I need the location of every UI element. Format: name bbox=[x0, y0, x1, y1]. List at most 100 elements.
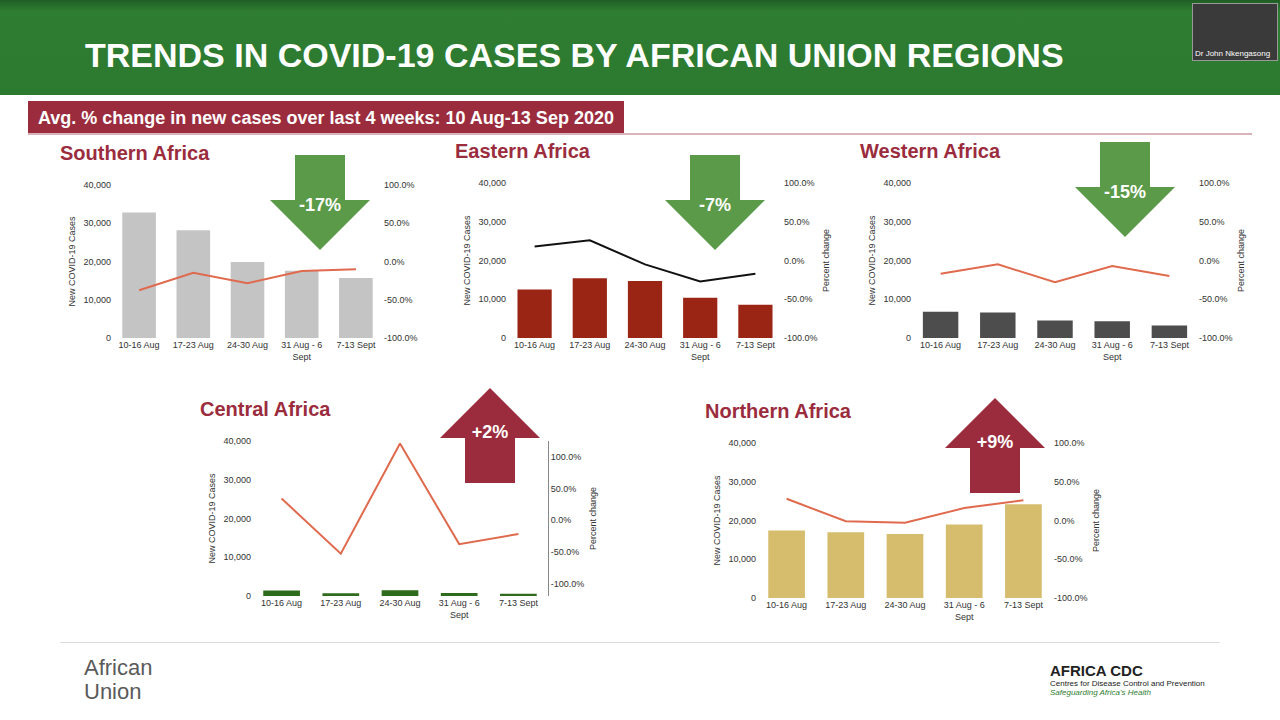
svg-text:10,000: 10,000 bbox=[883, 294, 911, 304]
svg-text:-17%: -17% bbox=[299, 195, 341, 215]
svg-text:0.0%: 0.0% bbox=[384, 257, 405, 267]
svg-text:0: 0 bbox=[106, 333, 111, 343]
svg-text:-50.0%: -50.0% bbox=[384, 295, 413, 305]
svg-text:Percent change: Percent change bbox=[821, 229, 831, 292]
svg-text:10,000: 10,000 bbox=[728, 554, 756, 564]
svg-text:100.0%: 100.0% bbox=[1054, 438, 1085, 448]
svg-text:New COVID-19 Cases: New COVID-19 Cases bbox=[462, 215, 472, 306]
svg-text:0.0%: 0.0% bbox=[1199, 256, 1220, 266]
svg-text:30,000: 30,000 bbox=[478, 217, 506, 227]
svg-text:-15%: -15% bbox=[1104, 182, 1146, 202]
html-text:African Union: African Union bbox=[84, 655, 153, 704]
svg-text:0: 0 bbox=[501, 333, 506, 343]
svg-text:0: 0 bbox=[906, 333, 911, 343]
svg-text:7-13 Sept: 7-13 Sept bbox=[499, 598, 539, 608]
svg-text:20,000: 20,000 bbox=[883, 256, 911, 266]
svg-text:30,000: 30,000 bbox=[728, 477, 756, 487]
html-text:Western Africa: Western Africa bbox=[860, 140, 1001, 162]
svg-text:17-23 Aug: 17-23 Aug bbox=[825, 600, 866, 610]
svg-text:31 Aug - 6Sept: 31 Aug - 6Sept bbox=[680, 340, 721, 362]
svg-text:50.0%: 50.0% bbox=[1199, 217, 1225, 227]
svg-text:40,000: 40,000 bbox=[83, 180, 111, 190]
svg-text:50.0%: 50.0% bbox=[1054, 477, 1080, 487]
svg-text:Percent change: Percent change bbox=[588, 487, 598, 550]
svg-text:50.0%: 50.0% bbox=[551, 484, 577, 494]
svg-text:40,000: 40,000 bbox=[223, 436, 251, 446]
svg-text:0.0%: 0.0% bbox=[551, 515, 572, 525]
html-text:AFRICA CDC: AFRICA CDC bbox=[1050, 662, 1143, 679]
svg-text:20,000: 20,000 bbox=[83, 257, 111, 267]
svg-text:-50.0%: -50.0% bbox=[551, 547, 580, 557]
svg-text:100.0%: 100.0% bbox=[784, 178, 815, 188]
svg-text:-50.0%: -50.0% bbox=[784, 294, 813, 304]
html-text:Centres for Disease Control an: Centres for Disease Control and Preventi… bbox=[1050, 679, 1205, 688]
svg-text:100.0%: 100.0% bbox=[1199, 178, 1230, 188]
svg-text:40,000: 40,000 bbox=[883, 178, 911, 188]
svg-text:10-16 Aug: 10-16 Aug bbox=[766, 600, 807, 610]
svg-text:+9%: +9% bbox=[977, 432, 1014, 452]
svg-text:10-16 Aug: 10-16 Aug bbox=[119, 340, 160, 350]
svg-text:20,000: 20,000 bbox=[223, 514, 251, 524]
svg-text:Percent change: Percent change bbox=[1091, 489, 1101, 552]
svg-text:17-23 Aug: 17-23 Aug bbox=[569, 340, 610, 350]
html-text:Dr John Nkengasong: Dr John Nkengasong bbox=[1195, 49, 1271, 58]
svg-text:20,000: 20,000 bbox=[478, 256, 506, 266]
svg-text:24-30 Aug: 24-30 Aug bbox=[379, 598, 420, 608]
svg-text:0: 0 bbox=[751, 593, 756, 603]
svg-text:10,000: 10,000 bbox=[223, 552, 251, 562]
svg-text:40,000: 40,000 bbox=[728, 438, 756, 448]
svg-text:17-23 Aug: 17-23 Aug bbox=[320, 598, 361, 608]
svg-text:Percent change: Percent change bbox=[1236, 229, 1246, 292]
html-text:Eastern Africa: Eastern Africa bbox=[455, 140, 590, 162]
svg-text:31 Aug - 6Sept: 31 Aug - 6Sept bbox=[944, 600, 985, 622]
svg-text:-50.0%: -50.0% bbox=[1199, 294, 1228, 304]
svg-text:New COVID-19 Cases: New COVID-19 Cases bbox=[207, 473, 217, 564]
svg-text:New COVID-19 Cases: New COVID-19 Cases bbox=[712, 475, 722, 566]
svg-text:24-30 Aug: 24-30 Aug bbox=[227, 340, 268, 350]
svg-text:7-13 Sept: 7-13 Sept bbox=[336, 340, 376, 350]
svg-text:7-13 Sept: 7-13 Sept bbox=[1004, 600, 1044, 610]
svg-text:-100.0%: -100.0% bbox=[384, 333, 418, 343]
svg-text:24-30 Aug: 24-30 Aug bbox=[1034, 340, 1075, 350]
svg-text:-50.0%: -50.0% bbox=[1054, 554, 1083, 564]
svg-text:10-16 Aug: 10-16 Aug bbox=[920, 340, 961, 350]
svg-text:31 Aug - 6Sept: 31 Aug - 6Sept bbox=[1092, 340, 1133, 362]
svg-text:17-23 Aug: 17-23 Aug bbox=[977, 340, 1018, 350]
html-text:TRENDS IN COVID-19 CASES BY AF: TRENDS IN COVID-19 CASES BY AFRICAN UNIO… bbox=[85, 36, 1064, 74]
svg-text:0.0%: 0.0% bbox=[784, 256, 805, 266]
svg-text:30,000: 30,000 bbox=[83, 218, 111, 228]
svg-text:30,000: 30,000 bbox=[223, 475, 251, 485]
svg-text:New COVID-19 Cases: New COVID-19 Cases bbox=[67, 216, 77, 307]
svg-text:31 Aug - 6Sept: 31 Aug - 6Sept bbox=[439, 598, 480, 620]
html-text:Southern Africa: Southern Africa bbox=[60, 142, 210, 164]
svg-text:50.0%: 50.0% bbox=[784, 217, 810, 227]
svg-text:-100.0%: -100.0% bbox=[1054, 593, 1088, 603]
html-text:Avg. % change in new cases ove: Avg. % change in new cases over last 4 w… bbox=[38, 108, 614, 128]
svg-text:24-30 Aug: 24-30 Aug bbox=[624, 340, 665, 350]
svg-text:100.0%: 100.0% bbox=[384, 180, 415, 190]
svg-text:10-16 Aug: 10-16 Aug bbox=[514, 340, 555, 350]
svg-text:-7%: -7% bbox=[699, 195, 731, 215]
svg-text:7-13 Sept: 7-13 Sept bbox=[1150, 340, 1190, 350]
html-text:Central Africa: Central Africa bbox=[200, 398, 331, 420]
html-text:Northern Africa: Northern Africa bbox=[705, 400, 851, 422]
svg-text:0.0%: 0.0% bbox=[1054, 516, 1075, 526]
svg-text:40,000: 40,000 bbox=[478, 178, 506, 188]
svg-text:17-23 Aug: 17-23 Aug bbox=[173, 340, 214, 350]
svg-text:-100.0%: -100.0% bbox=[784, 333, 818, 343]
svg-text:100.0%: 100.0% bbox=[551, 452, 582, 462]
svg-text:24-30 Aug: 24-30 Aug bbox=[884, 600, 925, 610]
svg-text:30,000: 30,000 bbox=[883, 217, 911, 227]
svg-text:New COVID-19 Cases: New COVID-19 Cases bbox=[867, 215, 877, 306]
svg-text:10,000: 10,000 bbox=[478, 294, 506, 304]
svg-text:-100.0%: -100.0% bbox=[1199, 333, 1233, 343]
svg-text:-100.0%: -100.0% bbox=[551, 579, 585, 589]
svg-text:20,000: 20,000 bbox=[728, 516, 756, 526]
svg-text:10,000: 10,000 bbox=[83, 295, 111, 305]
svg-text:31 Aug - 6Sept: 31 Aug - 6Sept bbox=[281, 340, 322, 362]
svg-text:7-13 Sept: 7-13 Sept bbox=[736, 340, 776, 350]
svg-text:50.0%: 50.0% bbox=[384, 218, 410, 228]
svg-text:10-16 Aug: 10-16 Aug bbox=[261, 598, 302, 608]
svg-text:+2%: +2% bbox=[472, 422, 509, 442]
svg-text:0: 0 bbox=[246, 591, 251, 601]
